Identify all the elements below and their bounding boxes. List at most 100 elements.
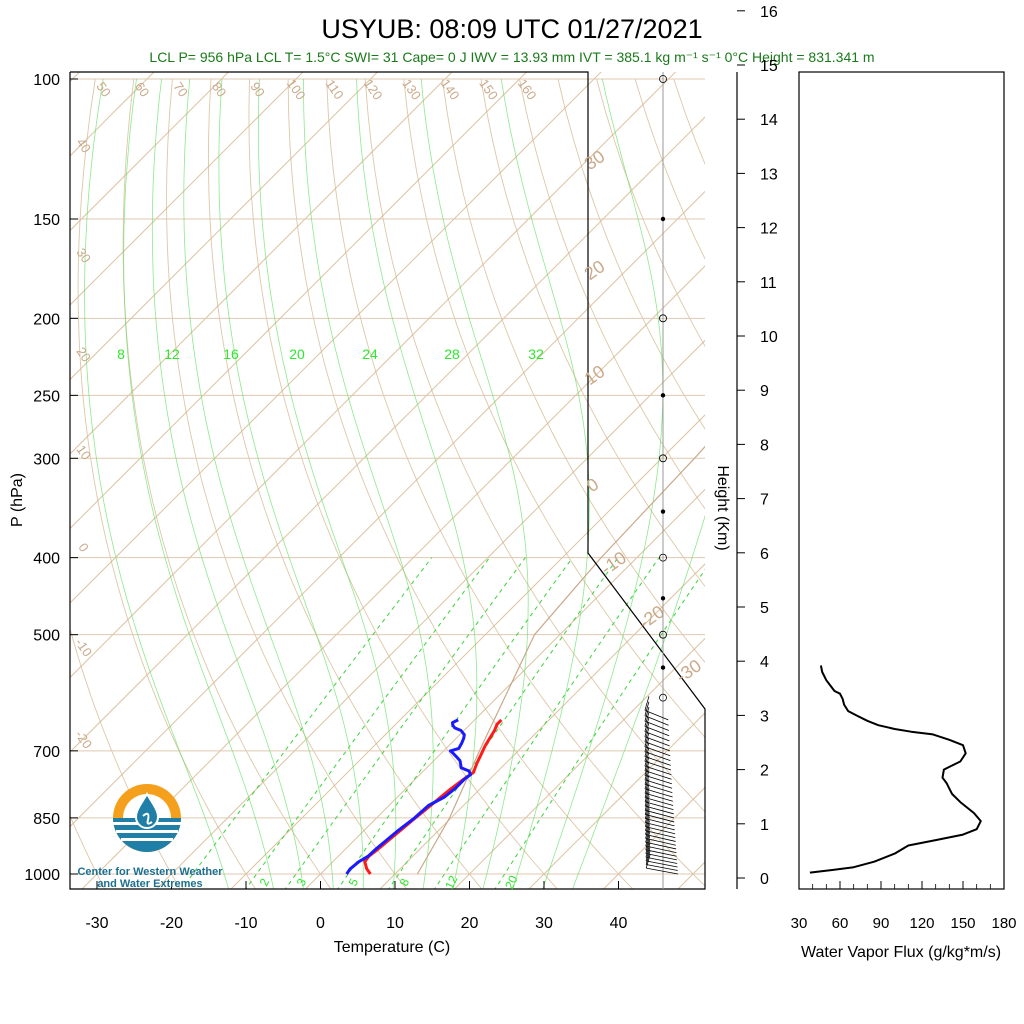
moist-adiabat-line	[84, 78, 230, 889]
height-tick-label: 15	[760, 58, 778, 75]
dry-adiabat-line	[248, 78, 558, 889]
wind-barb	[644, 784, 673, 793]
isotherm-label-right: 10	[581, 361, 609, 389]
mixing-ratio-label: 3	[294, 876, 310, 888]
wind-barb-flag	[644, 747, 650, 762]
height-tick-label: 9	[760, 383, 769, 400]
barb-marker	[660, 509, 666, 514]
wind-barb	[644, 751, 671, 761]
isotherm-line	[602, 786, 705, 889]
isotherm-label-left: 20	[73, 344, 94, 364]
isotherm-label-left: -20	[72, 727, 95, 751]
mixing-ratio-label: 12	[442, 873, 460, 891]
flux-tick-label: 180	[991, 915, 1016, 932]
isotherm-line	[751, 61, 1024, 891]
wind-barb	[644, 746, 671, 757]
wind-barb-flag	[644, 765, 650, 781]
isotherm-label-left: 0	[75, 540, 91, 555]
isotherm-line	[81, 265, 705, 889]
wind-barb-flag	[644, 774, 650, 789]
parcel-profile-line	[416, 445, 705, 875]
wind-barb	[644, 779, 673, 789]
isotherm-line	[70, 190, 705, 828]
wind-barb	[645, 849, 677, 857]
chart-subtitle: LCL P= 956 hPa LCL T= 1.5°C SWI= 31 Cape…	[149, 49, 874, 65]
moist-adiabat-line	[257, 78, 397, 889]
isotherm-label-top: 140	[438, 76, 463, 102]
x-tick-label: 0	[316, 915, 325, 932]
barb-marker	[660, 665, 666, 670]
isotherm-line	[70, 72, 379, 381]
dry-adiabat-label: 16	[223, 346, 239, 362]
dry-adiabat-line	[77, 78, 257, 889]
wind-barb	[645, 834, 676, 842]
wind-barb-flag	[644, 712, 650, 727]
wind-barb-flag	[644, 783, 650, 798]
x-tick-label: -20	[160, 915, 183, 932]
height-tick-label: 10	[760, 329, 778, 346]
wind-barb	[644, 736, 670, 747]
dry-adiabat-line	[596, 78, 705, 348]
height-tick-label: 13	[760, 166, 778, 183]
wind-barb-flag	[644, 732, 650, 747]
dry-adiabat-line	[480, 78, 705, 587]
isotherm-line	[70, 72, 230, 232]
dry-adiabat-line	[905, 79, 1024, 891]
isotherm-label-top: 90	[247, 79, 268, 99]
isotherm-line	[70, 72, 453, 455]
wind-barb-flag	[644, 701, 650, 716]
wind-barb	[645, 822, 675, 831]
wind-barb	[645, 801, 674, 811]
isotherm-label-top: 60	[132, 79, 153, 99]
wind-barb-flag	[644, 770, 650, 785]
flux-profile-line	[809, 665, 982, 874]
wind-barb	[644, 792, 673, 802]
isotherm-line	[230, 414, 705, 889]
x-tick-label: -30	[85, 915, 108, 932]
wind-barb	[644, 788, 673, 798]
wind-barb	[645, 805, 674, 815]
height-tick-label: 5	[760, 600, 769, 617]
isotherm-line	[70, 72, 528, 530]
wind-barb	[645, 814, 675, 823]
wind-barb-flag	[644, 756, 650, 771]
moist-adiabat-line	[123, 78, 274, 889]
dry-adiabat-line	[789, 79, 1024, 891]
isotherm-label-right: -10	[597, 547, 630, 578]
isotherm-line	[70, 72, 304, 306]
moist-adiabat-line	[183, 78, 334, 889]
wind-barb-flag	[644, 779, 650, 794]
wind-barb	[645, 809, 675, 819]
logo-caption: Center for Western Weather and Water Ext…	[70, 866, 230, 890]
isotherm-label-top: 100	[284, 76, 309, 102]
dry-adiabat-line	[208, 78, 483, 889]
pressure-axis: 100 150 200 250 300 400 500 700 850 1000 P (hPa)	[9, 72, 78, 884]
isotherm-label-right: 30	[581, 146, 609, 174]
isotherm-line	[70, 116, 705, 753]
wind-barb	[644, 770, 672, 780]
barb-marker	[659, 630, 667, 639]
mixing-ratio-line	[284, 557, 526, 889]
dry-adiabat-line	[751, 79, 1024, 891]
isotherm-label-top: 120	[361, 76, 386, 102]
flux-tick-label: 120	[909, 915, 934, 932]
isotherm-line	[304, 488, 705, 889]
wind-barb-flag	[645, 816, 650, 831]
dry-adiabat-line	[326, 78, 705, 887]
wind-barb	[644, 709, 669, 721]
mixing-ratio-label: 5	[346, 876, 362, 888]
isotherm-label-left: 30	[73, 245, 94, 265]
wind-barb	[644, 774, 672, 785]
y-tick-label: 400	[33, 551, 60, 568]
wind-barb	[644, 726, 670, 737]
barb-marker	[659, 75, 667, 83]
height-tick-label: 7	[760, 492, 769, 509]
wind-barb	[644, 720, 669, 731]
barb-marker	[660, 596, 666, 601]
y-tick-label: 100	[33, 72, 60, 89]
dry-adiabat-line	[519, 78, 705, 510]
water-vapor-flux-panel: 30 60 90 120 150 180 Water Vapor Flux (g/kg*m/…	[791, 71, 1017, 961]
wind-barbs	[644, 72, 679, 889]
